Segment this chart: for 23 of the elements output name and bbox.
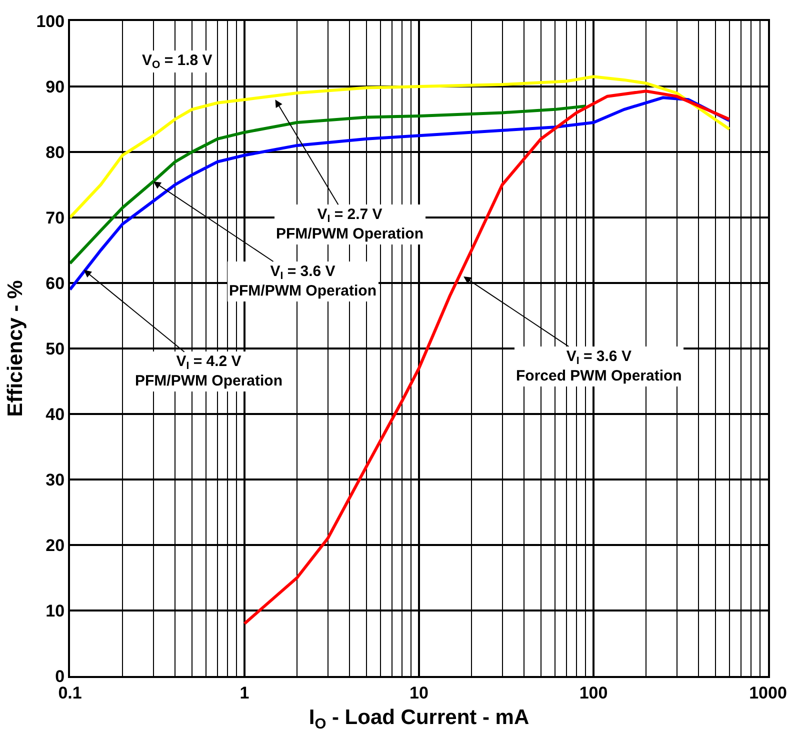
y-tick-label: 100: [36, 12, 65, 31]
y-tick-label: 80: [46, 142, 65, 162]
y-tick-label: 70: [46, 208, 65, 228]
y-tick-label: 0: [55, 666, 65, 686]
y-tick-label: 20: [46, 536, 65, 555]
annotation: V$_{I}$ = 3.6 V PFM/PWM Operation: [229, 263, 376, 300]
x-tick-label: 100: [579, 683, 608, 702]
x-tick-label: 0.1: [58, 683, 82, 702]
x-tick-label: 10: [410, 683, 428, 702]
annotation: V$_{I}$ = 3.6 V Forced PWM Operation: [516, 348, 682, 384]
x-tick-label: 1000: [749, 683, 787, 702]
y-tick-label: 10: [46, 601, 65, 620]
y-tick-label: 50: [46, 339, 65, 358]
y-tick-label: 60: [46, 274, 65, 293]
y-tick-label: 90: [46, 77, 65, 96]
y-tick-label: 30: [46, 470, 65, 490]
x-tick-label: 1: [240, 683, 250, 702]
y-tick-label: 40: [46, 404, 65, 424]
annotation: V$_{I}$ = 4.2 V PFM/PWM Operation: [135, 353, 282, 390]
annotation: V$_{I}$ = 2.7 V PFM/PWM Operation: [276, 206, 424, 242]
y-axis-title: Efficiency - %: [4, 280, 27, 417]
annotation: V$_{O}$ = 1.8 V: [142, 52, 212, 72]
x-axis-title: I$_{O}$ - Load Current - mA: [308, 706, 530, 733]
